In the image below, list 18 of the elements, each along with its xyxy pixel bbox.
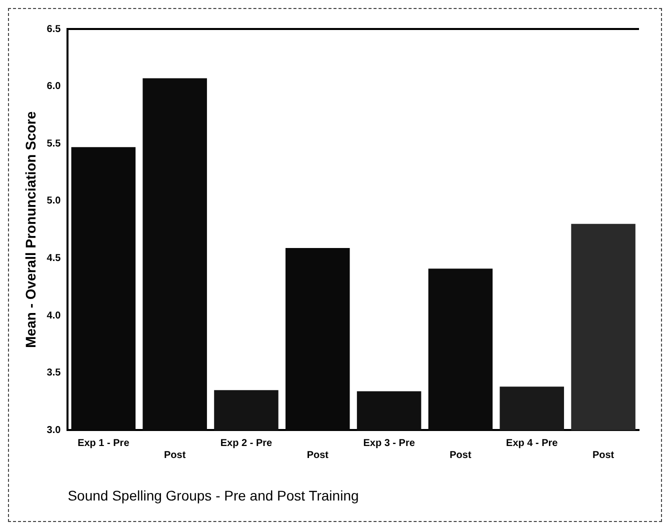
y-tick-label: 6.5 [46,24,62,35]
x-tick-label: Post [164,450,186,461]
y-tick-label: 3.0 [46,424,62,436]
y-axis-title: Mean - Overall Pronunciation Score [22,111,38,348]
x-tick-label: Exp 3 - Pre [363,438,416,449]
y-tick-label: 3.5 [46,368,62,379]
x-tick-label: Post [306,450,330,461]
y-tick-label: 6.0 [46,81,62,92]
x-tick-label: Post [592,450,615,461]
x-tick-label: Exp 1 - Pre [78,438,130,449]
x-tick-label: Post [450,450,472,461]
x-axis-title: Sound Spelling Groups - Pre and Post Training [68,487,359,504]
y-tick-label: 5.5 [46,138,62,150]
y-tick-label: 4.5 [46,253,62,264]
y-tick-label: 5.0 [46,196,62,207]
x-tick-label: Exp 4 - Pre [506,438,558,449]
y-tick-label: 4.0 [46,310,62,322]
x-tick-label: Exp 2 - Pre [220,438,273,449]
